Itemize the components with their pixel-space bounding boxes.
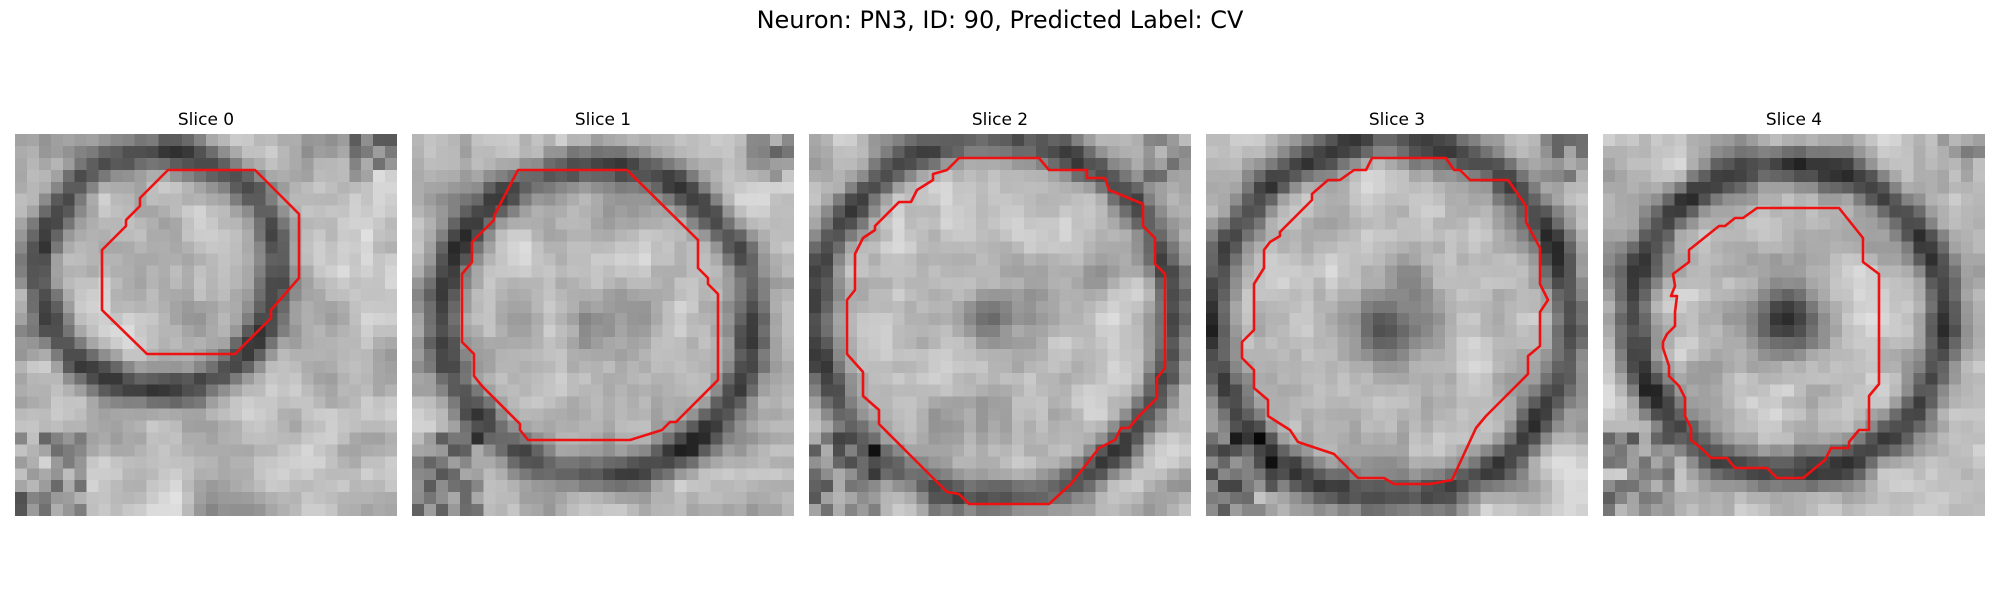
slice-panel-2: Slice 2: [809, 108, 1191, 516]
slice-title: Slice 1: [574, 110, 632, 130]
slice-image: [15, 134, 397, 516]
slice-image: [1206, 134, 1588, 516]
slice-title: Slice 3: [1368, 110, 1426, 130]
slice-image: [1603, 134, 1985, 516]
slice-title: Slice 2: [971, 110, 1029, 130]
slice-title: Slice 0: [177, 110, 235, 130]
slice-panel-1: Slice 1: [412, 108, 794, 516]
slice-panel-0: Slice 0: [15, 108, 397, 516]
contour-outline: [460, 168, 720, 442]
figure-title: Neuron: PN3, ID: 90, Predicted Label: CV: [756, 6, 1244, 34]
slice-image: [412, 134, 794, 516]
slice-image: [809, 134, 1191, 516]
contour-outline: [845, 156, 1167, 506]
slice-title: Slice 4: [1765, 110, 1823, 130]
slice-panel-3: Slice 3: [1206, 108, 1588, 516]
slice-panel-4: Slice 4: [1603, 108, 1985, 516]
contour-outline: [100, 168, 301, 356]
contour-outline: [1240, 156, 1550, 486]
contour-outline: [1661, 206, 1881, 480]
